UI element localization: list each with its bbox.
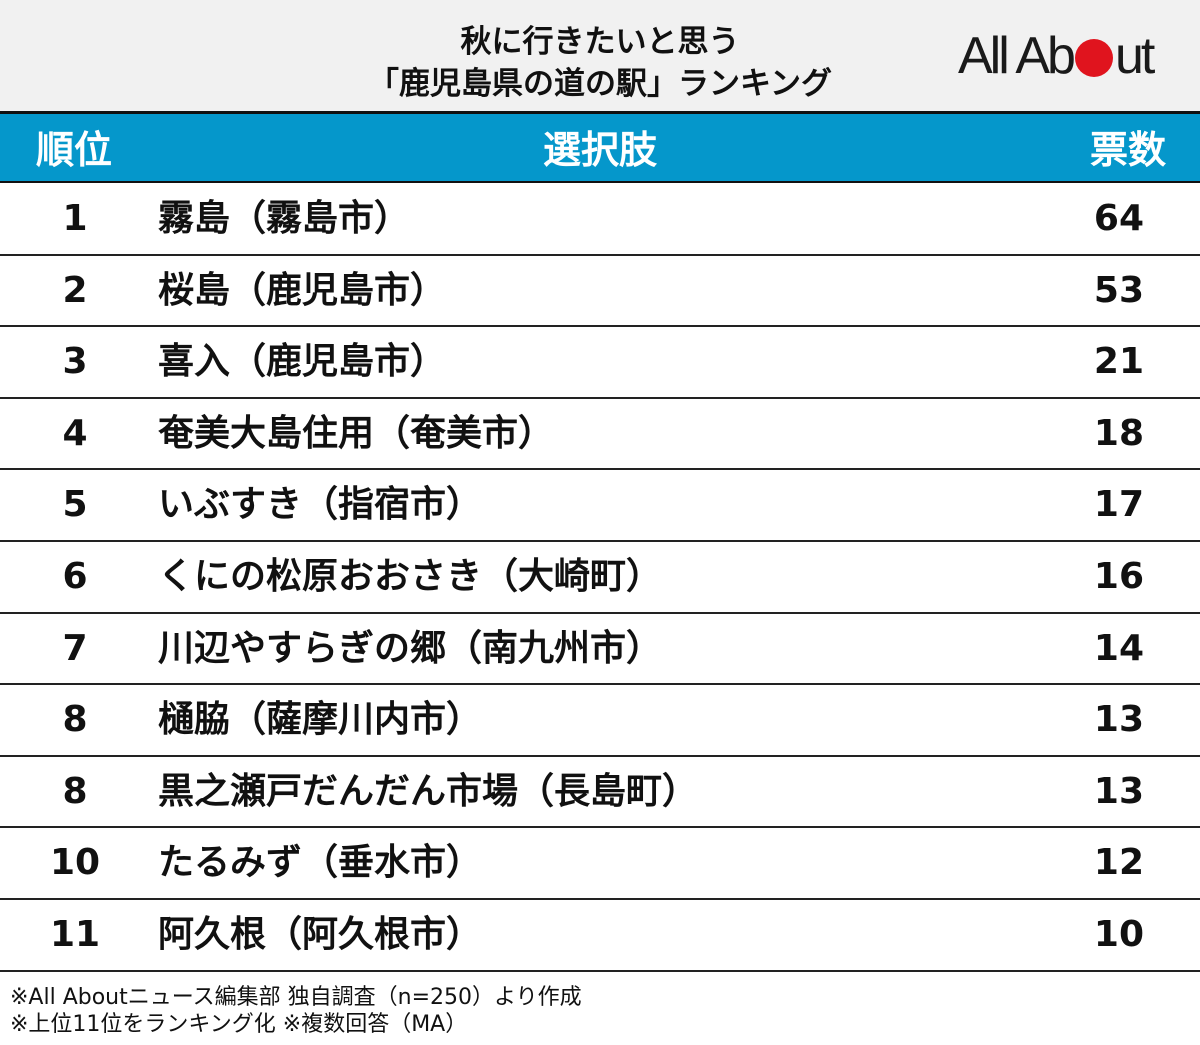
table-row: 7 川辺やすらぎの郷（南九州市） 14 xyxy=(0,614,1200,686)
row-name: 樋脇（薩摩川内市） xyxy=(158,699,483,741)
footnotes: ※All Aboutニュース編集部 独自調査（n=250）より作成 ※上位11位… xyxy=(10,984,582,1038)
table-row: 4 奄美大島住用（奄美市） 18 xyxy=(0,399,1200,471)
row-rank: 2 xyxy=(62,269,88,311)
row-rank: 11 xyxy=(49,913,101,955)
row-name: 阿久根（阿久根市） xyxy=(158,913,483,955)
title-area: 秋に行きたいと思う 「鹿児島県の道の駅」ランキング All Ab ut xyxy=(0,0,1200,111)
row-rank: 7 xyxy=(62,627,88,669)
header-votes: 票数 xyxy=(1089,128,1166,172)
row-rank: 1 xyxy=(62,198,88,239)
row-name: くにの松原おおさき（大崎町） xyxy=(158,555,663,597)
row-votes: 64 xyxy=(1093,198,1144,239)
row-rank: 5 xyxy=(62,484,88,526)
row-votes: 17 xyxy=(1093,484,1144,526)
row-rank: 4 xyxy=(62,412,88,454)
header-choice: 選択肢 xyxy=(542,128,657,172)
table-row: 1 霧島（霧島市） 64 xyxy=(0,184,1200,256)
row-name: 桜島（鹿児島市） xyxy=(158,269,447,311)
row-votes: 14 xyxy=(1093,627,1144,669)
row-rank: 8 xyxy=(62,699,88,741)
row-votes: 10 xyxy=(1093,913,1144,955)
row-rank: 8 xyxy=(62,770,88,812)
row-name: 川辺やすらぎの郷（南九州市） xyxy=(158,627,663,669)
row-rank: 3 xyxy=(62,341,88,383)
table-row: 11 阿久根（阿久根市） 10 xyxy=(0,900,1200,972)
row-votes: 13 xyxy=(1093,699,1144,741)
row-votes: 21 xyxy=(1093,341,1144,383)
row-name: 奄美大島住用（奄美市） xyxy=(158,412,555,454)
row-rank: 6 xyxy=(62,555,88,597)
row-votes: 18 xyxy=(1093,412,1144,454)
header-rank: 順位 xyxy=(36,128,113,172)
row-rank: 10 xyxy=(49,842,101,884)
logo-text-end: ut xyxy=(1114,27,1155,85)
row-name: 黒之瀬戸だんだん市場（長島町） xyxy=(158,770,699,812)
row-votes: 12 xyxy=(1093,842,1144,884)
row-votes: 16 xyxy=(1093,555,1144,597)
row-name: たるみず（垂水市） xyxy=(158,842,483,884)
table-row: 3 喜入（鹿児島市） 21 xyxy=(0,327,1200,399)
table-row: 8 樋脇（薩摩川内市） 13 xyxy=(0,685,1200,757)
table-header: 順位 選択肢 票数 xyxy=(0,111,1200,183)
table-row: 8 黒之瀬戸だんだん市場（長島町） 13 xyxy=(0,757,1200,829)
chart-title-line2: 「鹿児島県の道の駅」ランキング xyxy=(367,66,833,102)
table-row: 10 たるみず（垂水市） 12 xyxy=(0,828,1200,900)
logo-text-start: All Ab xyxy=(958,27,1076,85)
footnote-source: ※All Aboutニュース編集部 独自調査（n=250）より作成 xyxy=(10,985,582,1010)
row-name: いぶすき（指宿市） xyxy=(158,484,483,526)
footnote-method: ※上位11位をランキング化 ※複数回答（MA） xyxy=(10,1012,468,1037)
row-votes: 13 xyxy=(1093,770,1144,812)
row-name: 霧島（霧島市） xyxy=(158,198,411,239)
allabout-logo: All Ab ut xyxy=(958,27,1155,85)
row-name: 喜入（鹿児島市） xyxy=(158,341,447,383)
table-row: 6 くにの松原おおさき（大崎町） 16 xyxy=(0,542,1200,614)
logo-red-dot-icon xyxy=(1074,39,1113,77)
row-votes: 53 xyxy=(1093,269,1144,311)
table-row: 5 いぶすき（指宿市） 17 xyxy=(0,470,1200,542)
table-row: 2 桜島（鹿児島市） 53 xyxy=(0,256,1200,328)
chart-title-line1: 秋に行きたいと思う xyxy=(460,24,740,60)
ranking-table-body: 1 霧島（霧島市） 64 2 桜島（鹿児島市） 53 3 喜入（鹿児島市） 21 4 奄美大島… xyxy=(0,184,1200,972)
